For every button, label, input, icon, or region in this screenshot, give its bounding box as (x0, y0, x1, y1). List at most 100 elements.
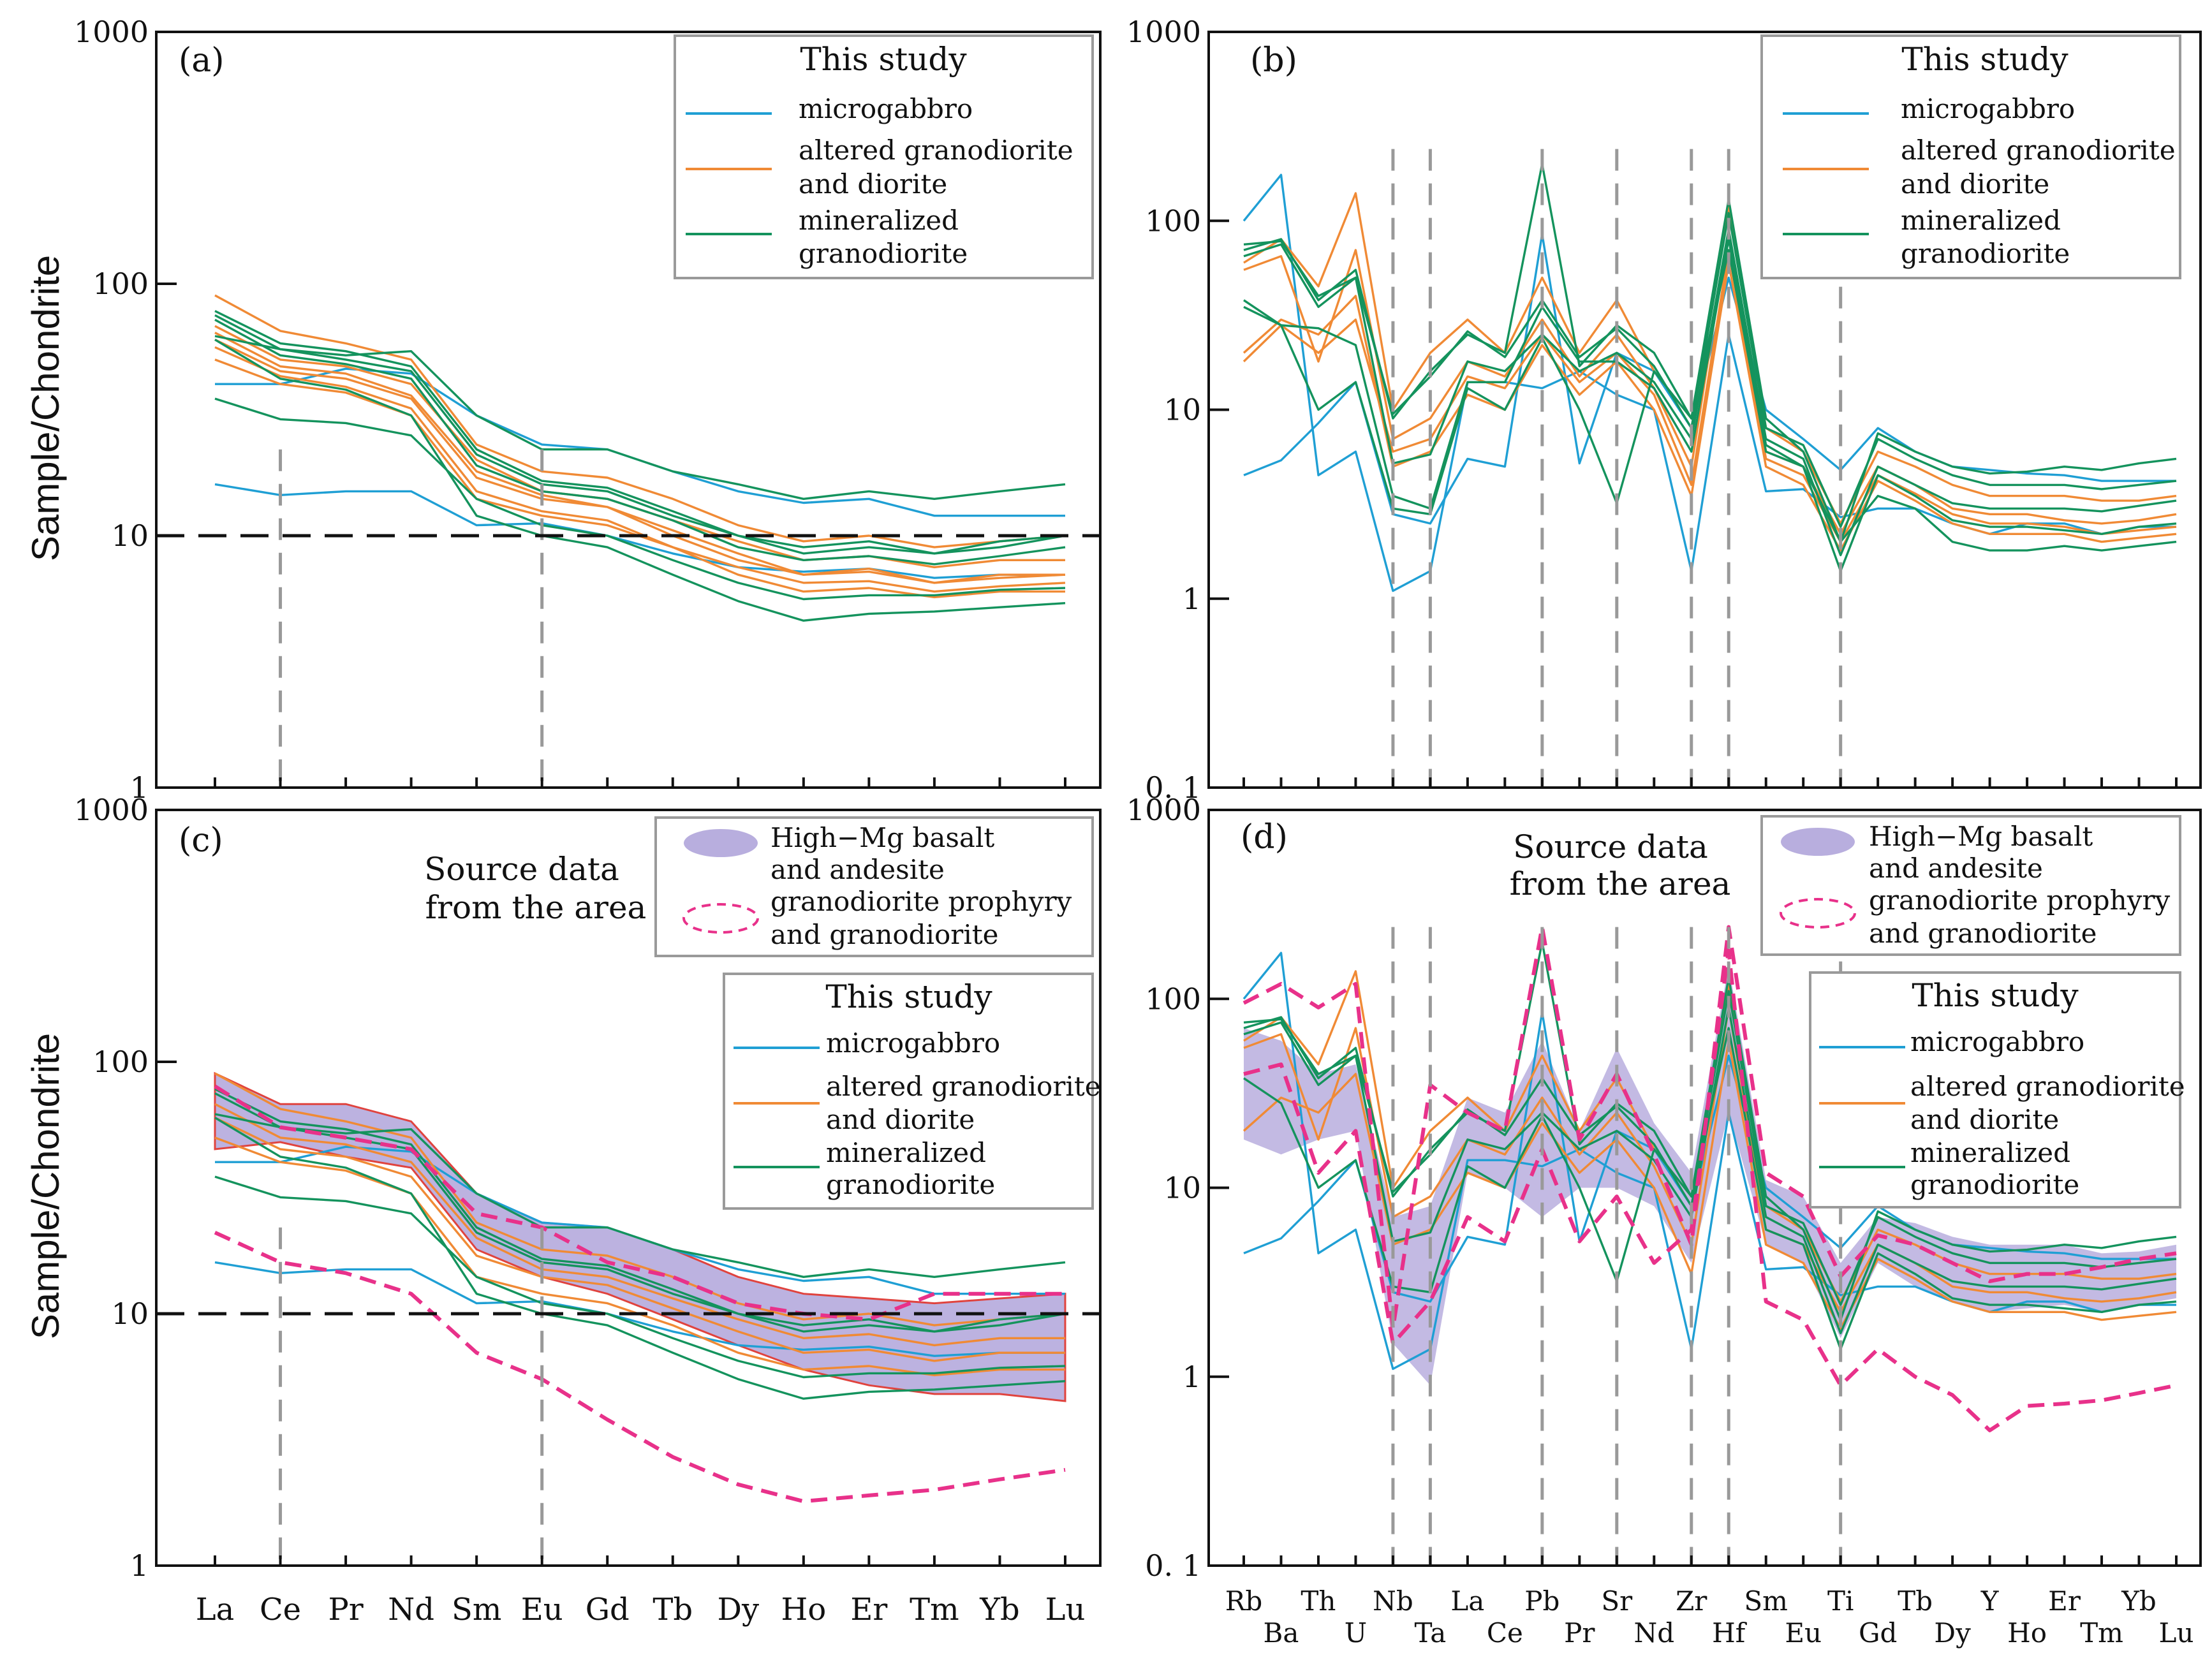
panel-c-source-note-1: Source data (424, 851, 619, 888)
x-tick-label-sr: Sr (1601, 1585, 1633, 1617)
x-tick-label-tm: Tm (910, 1592, 959, 1627)
source-dashed-line-1 (214, 1230, 1066, 1504)
panel-a-legend-altered-2: and diorite (799, 168, 947, 200)
panel-b-legend-box (1760, 34, 2181, 279)
y-tick-label: 10 (1163, 1171, 1201, 1205)
panel-b-legend-altered-1: altered granodiorite (1901, 135, 2176, 166)
panel-a-legend-mineralized-2: granodiorite (799, 238, 968, 269)
series-microgabbro-line-1 (214, 1261, 1065, 1357)
x-tick-label-sm: Sm (1744, 1585, 1788, 1617)
panel-a-legend: This study microgabbro altered granodior… (674, 34, 1094, 279)
series-altered-line-4 (214, 1117, 1065, 1362)
panel-c-legend-dashed-2: and granodiorite (771, 919, 999, 950)
panel-c-x-ticks: La Ce Pr Nd Sm Eu Gd Tb Dy Ho Er Tm Yb Lu (196, 1592, 1086, 1627)
panel-d-legend-band-2: and andesite (1869, 853, 2043, 884)
panel-d-legend-altered-1: altered granodiorite (1910, 1071, 2185, 1102)
y-tick-label: 0. 1 (1145, 770, 1201, 805)
series-mineralized-line-12 (214, 310, 1066, 555)
panel-b-plot (1242, 149, 2178, 788)
panel-d-legend-title: This study (1912, 977, 2079, 1014)
panel-d-plot (1242, 925, 2178, 1566)
x-tick-label-u: U (1345, 1617, 1367, 1649)
panel-b: (b) 1000 100 10 1 0. 1 This study microgabbr… (1126, 15, 2202, 805)
panel-a-label: (a) (179, 41, 225, 80)
panel-d-y-ticks: 1000 100 10 1 0. 1 (1126, 793, 1229, 1583)
series-microgabbro-line-0 (215, 367, 1065, 517)
panel-c-legend-band-swatch (684, 829, 758, 857)
panel-c-legend-title: This study (825, 978, 992, 1015)
panel-c-label: (c) (179, 821, 223, 860)
panel-a-legend-microgabbro: microgabbro (799, 93, 973, 124)
series-altered-line-6 (214, 346, 1066, 593)
x-tick-label-lu: Lu (2159, 1617, 2194, 1649)
x-tick-label-pr: Pr (1564, 1617, 1595, 1649)
panel-c-legend-microgabbro: microgabbro (826, 1027, 1000, 1059)
x-tick-label-yb: Yb (979, 1592, 1019, 1627)
series-altered-line-5 (1242, 249, 2177, 543)
y-tick-label: 1 (1183, 582, 1201, 616)
y-tick-label: 1 (1183, 1360, 1201, 1394)
series-microgabbro-line-0 (1242, 951, 2176, 1370)
panel-c-legend-altered-1: altered granodiorite (826, 1071, 1101, 1102)
series-mineralized-line-9 (1243, 228, 2177, 557)
panel-d-legend-microgabbro: microgabbro (1910, 1026, 2084, 1057)
panel-c-legend-mineralized-1: mineralized (826, 1137, 986, 1168)
x-tick-label-gd: Gd (586, 1592, 630, 1627)
panel-c-legend-mineralized-2: granodiorite (826, 1169, 995, 1200)
series-altered-line-2 (214, 294, 1066, 548)
x-tick-label-ho: Ho (2007, 1617, 2047, 1649)
y-tick-label: 100 (92, 267, 149, 301)
panel-b-legend-microgabbro: microgabbro (1901, 93, 2075, 124)
series-mineralized-line-8 (214, 335, 1066, 500)
panel-b-legend-mineralized-2: granodiorite (1901, 238, 2070, 269)
x-tick-label-lu: Lu (1045, 1592, 1086, 1627)
x-tick-label-nd: Nd (388, 1592, 434, 1627)
x-tick-label-pr: Pr (328, 1592, 363, 1627)
panel-c-legend-altered-2: and diorite (826, 1104, 975, 1135)
x-tick-label-tb: Tb (653, 1592, 693, 1627)
y-tick-label: 0. 1 (1145, 1548, 1201, 1583)
panel-a-plot (156, 294, 1100, 788)
panel-c-legend-box (723, 973, 1094, 1210)
panel-a-legend-title: This study (800, 41, 967, 78)
panel-d-legend-mineralized-2: granodiorite (1910, 1169, 2079, 1200)
series-mineralized-line-10 (1243, 238, 2177, 552)
x-tick-label-tb: Tb (1898, 1585, 1933, 1617)
series-mineralized-line-8 (214, 1175, 1066, 1379)
x-tick-label-dy: Dy (718, 1592, 760, 1627)
panel-d-legend-mineralized-1: mineralized (1910, 1137, 2070, 1168)
panel-a-frame (155, 31, 1102, 789)
panel-c-source-note-2: from the area (425, 889, 647, 926)
x-tick-label-zr: Zr (1676, 1585, 1707, 1617)
y-tick-label: 1 (130, 770, 149, 805)
x-tick-label-rb: Rb (1225, 1585, 1263, 1617)
x-tick-label-ce: Ce (1487, 1617, 1523, 1649)
panel-d-legend-dashed-2: and granodiorite (1869, 918, 2097, 949)
x-tick-label-la: La (1450, 1585, 1484, 1617)
y-axis-title-bottom: Sample/Chondrite (24, 1033, 67, 1339)
panel-d-source-note-1: Source data (1513, 828, 1708, 865)
series-mineralized-line-8 (1243, 1006, 2177, 1335)
x-tick-label-nd: Nd (1633, 1617, 1674, 1649)
series-altered-line-7 (214, 332, 1066, 584)
series-mineralized-line-5 (1243, 941, 2177, 1321)
source-dashed-line-0 (214, 1084, 1065, 1321)
panel-b-legend-altered-2: and diorite (1901, 168, 2049, 200)
panel-d-legend-band-swatch (1781, 828, 1855, 856)
series-mineralized-line-6 (1243, 163, 2177, 543)
y-tick-label: 1000 (74, 15, 149, 49)
series-mineralized-line-11 (214, 397, 1066, 601)
panel-d-source-note-2: from the area (1510, 865, 1731, 902)
panel-b-legend: This study microgabbro altered granodior… (1760, 34, 2181, 279)
x-tick-label-hf: Hf (1712, 1617, 1748, 1649)
x-tick-label-tm: Tm (2080, 1617, 2123, 1649)
y-tick-label: 1000 (74, 793, 149, 827)
x-tick-label-yb: Yb (2121, 1585, 2157, 1617)
series-altered-line-3 (1243, 1006, 2177, 1314)
panel-c-y-ticks: 1000 100 10 1 (74, 793, 177, 1583)
x-tick-label-ti: Ti (1827, 1585, 1854, 1617)
panel-c-legend-band-1: High−Mg basalt (771, 822, 994, 853)
series-mineralized-line-13 (214, 339, 1066, 622)
x-tick-label-la: La (196, 1592, 235, 1627)
